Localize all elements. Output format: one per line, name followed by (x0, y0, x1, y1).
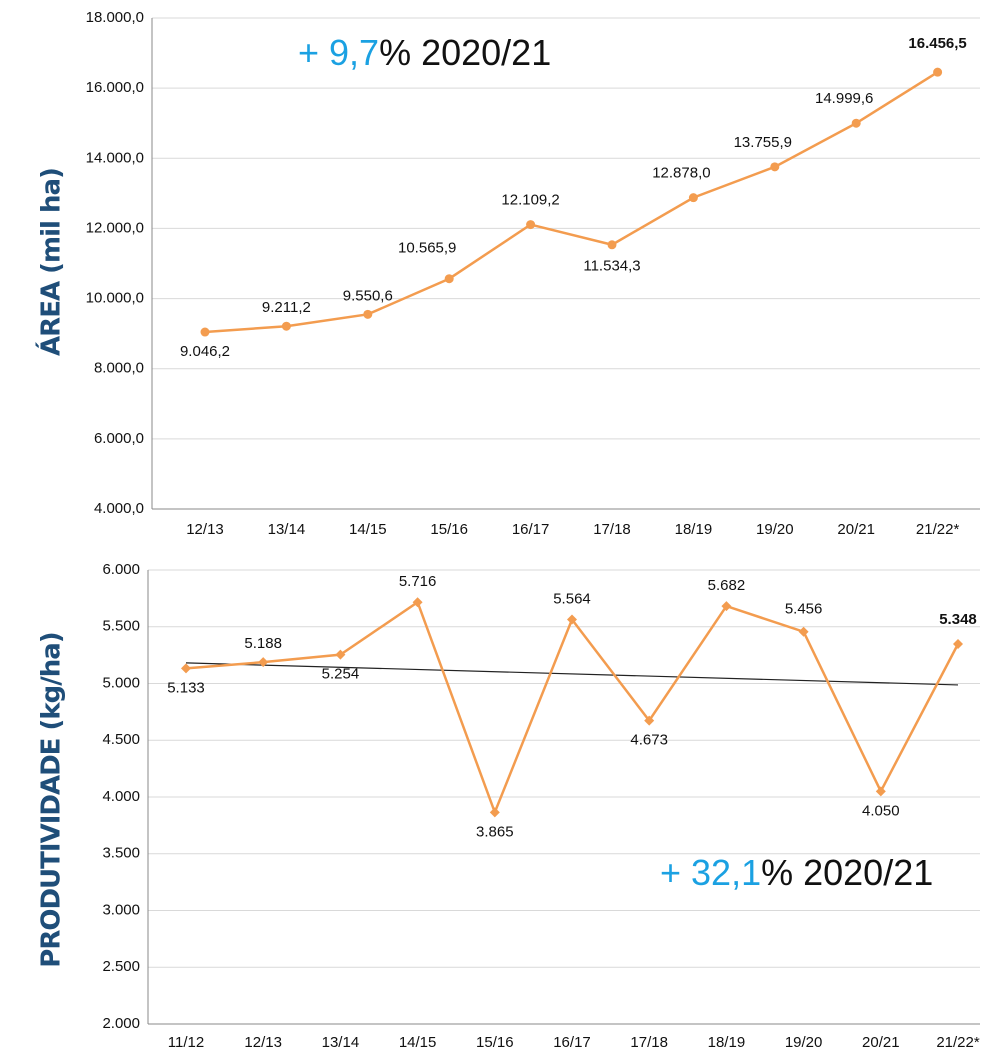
data-label: 16.456,5 (908, 35, 966, 52)
data-label: 9.046,2 (180, 343, 230, 360)
y-tick-label: 3.500 (102, 845, 140, 862)
data-label: 9.550,6 (343, 287, 393, 304)
point (770, 162, 780, 172)
point (798, 626, 809, 637)
data-label: 5.456 (785, 601, 823, 618)
point (281, 321, 291, 331)
data-label: 10.565,9 (398, 240, 456, 257)
data-label: 4.673 (630, 732, 668, 749)
x-tick-label: 19/20 (756, 521, 794, 538)
x-tick-label: 15/16 (430, 521, 468, 538)
point (953, 639, 963, 650)
annotation-text: % 2020/21 (379, 32, 551, 73)
annotation-highlight: + 32,1 (660, 852, 761, 893)
x-tick-label: 15/16 (476, 1034, 514, 1051)
y-tick-label: 4.500 (102, 731, 140, 748)
x-tick-label: 14/15 (349, 521, 387, 538)
trend-line (185, 662, 959, 686)
data-label: 5.716 (399, 573, 437, 590)
point (875, 786, 886, 797)
point (363, 309, 373, 319)
point (526, 220, 536, 230)
y-tick-label: 12.000,0 (86, 219, 144, 236)
x-tick-label: 11/12 (168, 1034, 204, 1051)
x-tick-label: 17/18 (593, 521, 631, 538)
point (721, 601, 732, 612)
point (933, 67, 943, 77)
point (412, 597, 423, 608)
point (489, 807, 500, 818)
point (607, 240, 617, 250)
x-tick-label: 13/14 (268, 521, 306, 538)
x-tick-label: 13/14 (322, 1034, 360, 1051)
data-label: 5.188 (244, 635, 282, 652)
annotation-text: % 2020/21 (761, 852, 933, 893)
x-tick-label: 16/17 (553, 1034, 591, 1051)
data-label: 12.878,0 (652, 165, 710, 182)
y-tick-label: 14.000,0 (86, 149, 144, 166)
annotation: + 9,7% 2020/21 (298, 32, 551, 73)
data-label: 12.109,2 (501, 192, 559, 209)
data-label: 5.682 (708, 577, 746, 594)
point (688, 193, 698, 203)
data-label: 5.133 (167, 679, 205, 696)
y-tick-label: 5.500 (102, 618, 140, 635)
y-tick-label: 18.000,0 (86, 9, 144, 26)
y-tick-label: 10.000,0 (86, 290, 144, 307)
point (335, 649, 346, 660)
point (567, 614, 577, 625)
y-tick-label: 4.000 (102, 788, 140, 805)
x-tick-label: 14/15 (399, 1034, 437, 1051)
annotation-highlight: + 9,7 (298, 32, 379, 73)
y-tick-label: 16.000,0 (86, 79, 144, 96)
y-tick-label: 2.000 (102, 1015, 140, 1032)
data-label: 14.999,6 (815, 90, 873, 107)
y-tick-label: 5.000 (102, 674, 140, 691)
x-tick-label: 16/17 (512, 521, 550, 538)
series-line (185, 600, 960, 816)
data-label: 4.050 (862, 802, 900, 819)
x-tick-label: 18/19 (708, 1034, 746, 1051)
x-tick-label: 17/18 (630, 1034, 668, 1051)
x-tick-label: 12/13 (244, 1034, 282, 1051)
data-label: 5.254 (322, 666, 360, 683)
x-tick-label: 21/22* (936, 1034, 980, 1051)
point (444, 274, 454, 284)
y-tick-label: 3.000 (102, 901, 140, 918)
x-tick-label: 20/21 (862, 1034, 900, 1051)
x-tick-label: 12/13 (186, 521, 224, 538)
data-label: 13.755,9 (734, 134, 792, 151)
y-tick-label: 6.000 (102, 561, 140, 578)
data-label: 5.348 (939, 611, 977, 628)
annotation: + 32,1% 2020/21 (660, 852, 933, 893)
x-tick-label: 20/21 (837, 521, 875, 538)
point (644, 715, 655, 726)
data-label: 5.564 (553, 590, 591, 607)
y-axis-title: ÁREA (mil ha) (35, 168, 67, 356)
y-tick-label: 8.000,0 (94, 360, 144, 377)
point (851, 118, 861, 128)
data-label: 3.865 (476, 823, 514, 840)
series-line (204, 71, 939, 334)
point (200, 327, 210, 337)
data-label: 9.211,2 (262, 299, 311, 316)
point (181, 663, 191, 674)
y-tick-label: 6.000,0 (94, 430, 144, 447)
y-tick-label: 2.500 (102, 958, 140, 975)
point (258, 657, 269, 668)
x-tick-label: 21/22* (916, 521, 960, 538)
x-tick-label: 18/19 (675, 521, 713, 538)
x-tick-label: 19/20 (785, 1034, 823, 1051)
y-axis-title: PRODUTIVIDADE (kg/ha) (37, 632, 67, 967)
data-label: 11.534,3 (583, 258, 640, 275)
y-tick-label: 4.000,0 (94, 500, 144, 517)
